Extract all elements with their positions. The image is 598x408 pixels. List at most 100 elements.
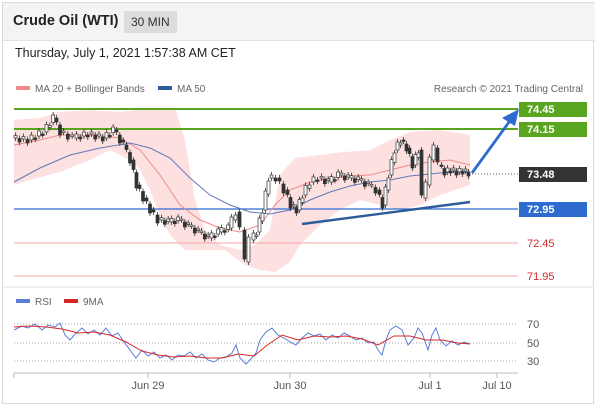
candle-body [37, 130, 41, 137]
candle-body [179, 218, 184, 221]
candle-body [322, 178, 327, 185]
s2-label: 72.45 [527, 238, 555, 250]
candle-body [104, 131, 109, 139]
candle-body [242, 229, 247, 260]
candle-body [246, 236, 251, 263]
candle-body [457, 168, 462, 173]
candle-body [209, 232, 214, 239]
timestamp: Thursday, July 1, 2021 1:57:38 AM CET [15, 46, 236, 60]
candle-body [277, 177, 282, 182]
candle-body [189, 224, 194, 227]
candle-body [202, 233, 207, 240]
candle-body [369, 184, 374, 187]
rsi-tick-50: 50 [527, 338, 539, 350]
candle-body [196, 228, 201, 231]
ma9-legend-swatch [64, 299, 78, 303]
candle-body [416, 152, 421, 158]
candle-body [93, 134, 98, 140]
x-label-jun30: Jun 30 [273, 380, 306, 392]
candle-body [166, 218, 171, 222]
candle-body [303, 185, 308, 196]
candle-body [401, 139, 406, 142]
s3-label: 71.95 [527, 271, 555, 283]
candle-body [448, 170, 453, 174]
candle-body [17, 138, 22, 143]
candle-body [454, 170, 459, 176]
candle-body [172, 220, 177, 225]
ma50-line [13, 142, 470, 215]
candle-body [114, 129, 119, 133]
candle-body [206, 234, 211, 237]
candle-body [389, 159, 394, 176]
candle-body [260, 212, 265, 222]
candle-body [219, 227, 224, 233]
candle-body [395, 141, 400, 151]
candle-body [273, 177, 278, 182]
credit-text: Research © 2021 Trading Central [434, 84, 583, 95]
r1-label-bg [519, 122, 587, 137]
candle-body [451, 167, 456, 171]
candle-body [85, 134, 90, 138]
candle-body [460, 171, 465, 175]
candle-body [419, 149, 424, 196]
candle-body [229, 216, 234, 229]
ma50-legend-label: MA 50 [177, 84, 206, 95]
rsi-legend-label: RSI [35, 297, 52, 308]
x-label-jun29: Jun 29 [131, 380, 164, 392]
candle-body [413, 154, 418, 166]
timeframe-button[interactable]: 30 MIN [124, 11, 177, 33]
candle-body [176, 216, 181, 222]
candle-body [61, 130, 66, 133]
candle-body [294, 207, 299, 214]
candle-body [159, 217, 164, 221]
candle-body [137, 184, 142, 189]
s1-label-bg [519, 202, 587, 217]
candle-body [162, 220, 167, 225]
candle-body [144, 197, 149, 202]
header-bar: Crude Oil (WTI) 30 MIN [3, 3, 595, 41]
candle-body [131, 159, 136, 170]
candle-body [97, 133, 101, 137]
candle-body [70, 134, 75, 137]
candle-body [463, 168, 468, 172]
candle-body [65, 133, 70, 140]
candle-body [307, 184, 312, 189]
ma20-legend-swatch [16, 86, 30, 90]
candle-body [404, 143, 409, 152]
candlesticks [13, 112, 471, 265]
candle-body [263, 190, 268, 211]
candle-body [13, 135, 18, 139]
candle-body [117, 134, 122, 144]
support-trendline [301, 200, 471, 226]
candle-body [254, 234, 259, 237]
candle-body [89, 131, 94, 135]
candle-body [21, 136, 26, 140]
candle-body [329, 176, 334, 183]
candle-body [288, 197, 293, 209]
candle-body [155, 214, 160, 224]
candle-body [342, 175, 347, 181]
candle-body [257, 217, 262, 233]
candle-body [212, 235, 217, 238]
candle-body [107, 134, 112, 138]
last-label-bg [519, 167, 587, 182]
candle-body [54, 117, 59, 123]
instrument-title: Crude Oil (WTI) [13, 13, 119, 29]
candle-body [431, 144, 436, 161]
candle-body [233, 214, 238, 221]
candle-body [121, 139, 126, 143]
candle-body [111, 126, 116, 134]
candle-body [398, 142, 403, 146]
chart-widget: Crude Oil (WTI) 30 MIN Thursday, July 1,… [2, 2, 595, 404]
r1-label: 74.15 [527, 124, 555, 136]
candle-body [222, 230, 227, 233]
s1-label: 72.95 [527, 204, 555, 216]
candle-body [407, 147, 412, 154]
candle-body [82, 131, 86, 137]
candle-body [386, 177, 391, 191]
candle-body [315, 179, 320, 182]
last-price-label: 73.48 [527, 169, 555, 181]
candle-body [466, 171, 471, 177]
candle-body [182, 221, 187, 228]
